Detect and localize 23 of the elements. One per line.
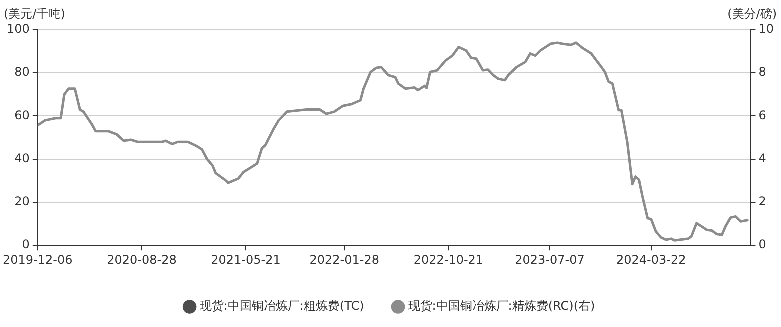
x-tick-label: 2019-12-06: [3, 252, 73, 267]
y-tick-label: 0: [22, 238, 30, 252]
y2-tick-label: 6: [758, 108, 766, 122]
y-tick-label: 20: [14, 194, 30, 209]
x-tick-label: 2020-08-28: [107, 252, 177, 267]
y2-axis-title: (美分/磅): [728, 6, 777, 23]
legend-label: 现货:中国铜冶炼厂:粗炼费(TC): [200, 299, 364, 314]
y-tick-label: 80: [14, 65, 30, 80]
x-tick-label: 2022-10-21: [414, 252, 484, 267]
y2-tick-label: 10: [758, 22, 774, 36]
legend-label: 现货:中国铜冶炼厂:精炼费(RC)(右): [408, 299, 596, 314]
y2-tick-label: 0: [758, 238, 766, 252]
x-tick-label: 2021-05-21: [211, 252, 281, 267]
y-tick-label: 40: [14, 151, 30, 166]
x-tick-label: 2022-01-28: [310, 252, 380, 267]
y-tick-label: 100: [7, 22, 30, 36]
y-axis-title: (美元/千吨): [4, 6, 66, 23]
x-tick-label: 2024-03-22: [616, 252, 686, 267]
y2-tick-label: 4: [758, 151, 766, 166]
y2-tick-label: 2: [758, 194, 766, 209]
y2-tick-label: 8: [758, 65, 766, 80]
y-tick-label: 60: [14, 108, 30, 122]
x-tick-label: 2023-07-07: [515, 252, 585, 267]
